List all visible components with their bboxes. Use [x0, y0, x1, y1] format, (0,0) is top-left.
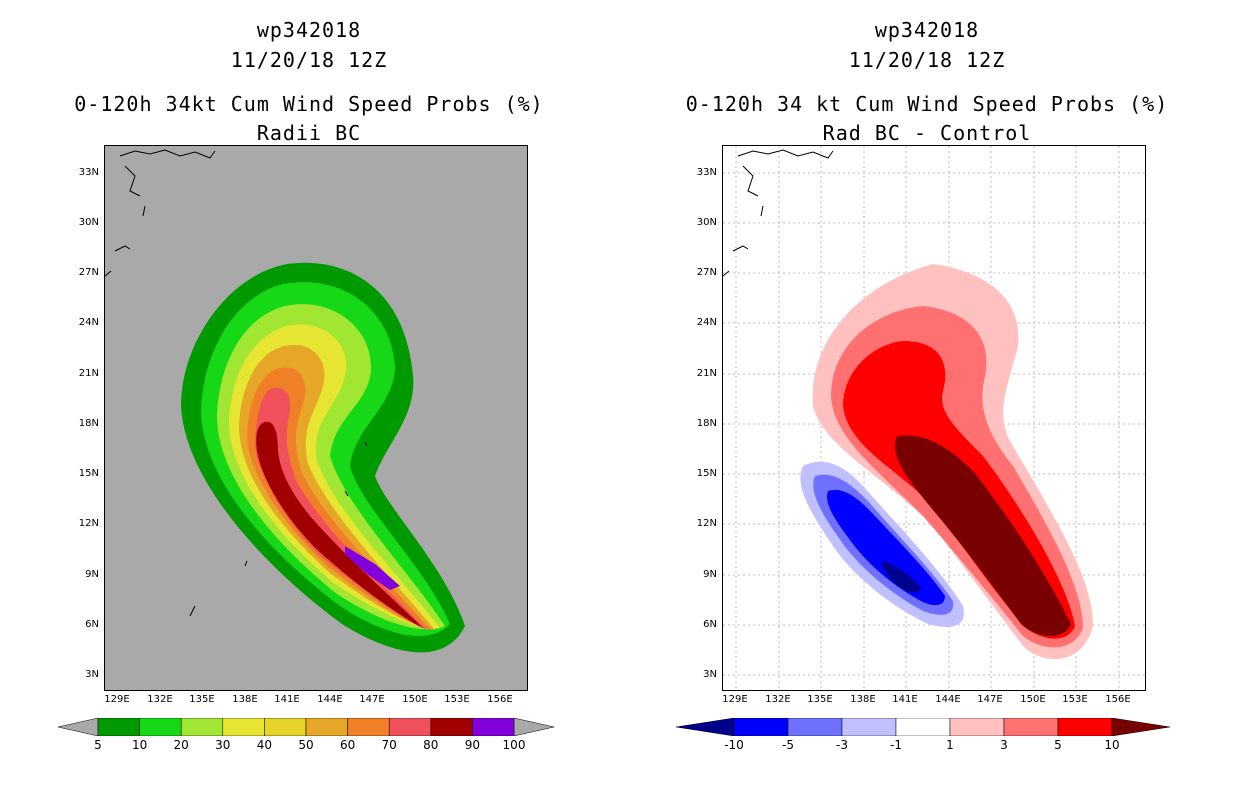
colorbar-label: 100 — [502, 738, 526, 752]
lat-label: 15N — [78, 468, 99, 479]
lat-label: 21N — [78, 368, 99, 379]
lon-label: 138E — [850, 694, 876, 705]
lon-label: 150E — [1020, 694, 1046, 705]
colorbar-swatch — [472, 718, 515, 736]
colorbar-swatch — [430, 718, 473, 736]
colorbar-label: -5 — [782, 738, 794, 752]
lat-label: 6N — [703, 619, 717, 630]
lat-label: 18N — [78, 418, 99, 429]
lat-label: 12N — [696, 518, 717, 529]
lon-label: 129E — [722, 694, 748, 705]
lat-label: 3N — [85, 669, 99, 680]
lat-label: 21N — [696, 368, 717, 379]
left-panel: wp342018 11/20/18 12Z 0-120h 34kt Cum Wi… — [58, 18, 554, 752]
lon-label: 147E — [359, 694, 385, 705]
lat-label: 33N — [696, 167, 717, 178]
colorbar-label: 1 — [946, 738, 954, 752]
colorbar-label: 70 — [381, 738, 397, 752]
product-title: 0-120h 34kt Cum Wind Speed Probs (%) — [74, 92, 544, 116]
product-title: 0-120h 34 kt Cum Wind Speed Probs (%) — [685, 92, 1169, 116]
colorbar-swatch — [787, 718, 843, 736]
colorbar-swatch — [1003, 718, 1059, 736]
lon-label: 138E — [232, 694, 258, 705]
lat-label: 18N — [696, 418, 717, 429]
colorbar-label: 30 — [215, 738, 231, 752]
lat-label: 9N — [85, 569, 99, 580]
colorbar-swatch — [305, 718, 348, 736]
colorbar-label: 10 — [1104, 738, 1120, 752]
lon-label: 150E — [402, 694, 428, 705]
lat-label: 3N — [703, 669, 717, 680]
lon-label: 144E — [935, 694, 961, 705]
difference-map — [722, 145, 1146, 691]
probability-contours — [105, 149, 465, 653]
lon-label: 147E — [977, 694, 1003, 705]
subtitle: Rad BC - Control — [822, 121, 1032, 145]
colorbar-label: -3 — [836, 738, 848, 752]
colorbar-label: 80 — [423, 738, 439, 752]
lat-label: 6N — [85, 619, 99, 630]
lat-label: 27N — [78, 267, 99, 278]
colorbar-swatch — [97, 718, 140, 736]
lon-label: 129E — [104, 694, 130, 705]
lat-label: 27N — [696, 267, 717, 278]
lon-label: 141E — [892, 694, 918, 705]
colorbar-right — [676, 718, 1171, 736]
colorbar-label: 20 — [173, 738, 189, 752]
colorbar-swatch — [264, 718, 307, 736]
colorbar-label: 5 — [1054, 738, 1062, 752]
lon-label: 156E — [1105, 694, 1131, 705]
subtitle: Radii BC — [256, 121, 362, 145]
probability-map — [104, 145, 528, 691]
lon-label: 135E — [807, 694, 833, 705]
colorbar-swatch — [139, 718, 182, 736]
colorbar-swatch — [676, 718, 735, 736]
colorbar-swatch — [1057, 718, 1113, 736]
storm-id-title: wp342018 — [256, 18, 362, 42]
lat-label: 12N — [78, 518, 99, 529]
lat-label: 15N — [696, 468, 717, 479]
lat-label: 30N — [696, 217, 717, 228]
storm-id-title: wp342018 — [874, 18, 980, 42]
colorbar-left — [58, 718, 554, 736]
lat-label: 9N — [703, 569, 717, 580]
colorbar-swatch — [222, 718, 265, 736]
date-title: 11/20/18 12Z — [230, 48, 388, 72]
lon-label: 132E — [147, 694, 173, 705]
lon-label: 135E — [189, 694, 215, 705]
colorbar-swatch — [1111, 718, 1171, 736]
difference-contours — [723, 146, 1145, 690]
lon-label: 132E — [765, 694, 791, 705]
colorbar-label: 10 — [131, 738, 148, 752]
colorbar-label: -10 — [724, 738, 744, 752]
lat-label: 24N — [78, 317, 99, 328]
lon-label: 141E — [274, 694, 300, 705]
lon-label: 156E — [487, 694, 513, 705]
colorbar-label: 50 — [298, 738, 314, 752]
lon-label: 153E — [1062, 694, 1088, 705]
colorbar-label: 90 — [464, 738, 481, 752]
lon-label: 153E — [444, 694, 470, 705]
colorbar-label: 60 — [339, 738, 356, 752]
lat-label: 24N — [696, 317, 717, 328]
lat-label: 30N — [78, 217, 99, 228]
colorbar-swatch — [180, 718, 224, 736]
colorbar-label: 40 — [256, 738, 273, 752]
colorbar-label: 3 — [1000, 738, 1008, 752]
colorbar-label: -1 — [890, 738, 902, 752]
colorbar-swatch — [388, 718, 432, 736]
lat-label: 33N — [78, 167, 99, 178]
colorbar-swatch — [949, 718, 1005, 736]
colorbar-swatch — [347, 718, 390, 736]
colorbar-label: 5 — [94, 738, 102, 752]
colorbar-swatch — [733, 718, 789, 736]
date-title: 11/20/18 12Z — [848, 48, 1006, 72]
colorbar-swatch — [841, 718, 897, 736]
lon-label: 144E — [317, 694, 343, 705]
colorbar-swatch — [895, 718, 951, 736]
right-panel: wp342018 11/20/18 12Z 0-120h 34 kt Cum W… — [618, 0, 1236, 800]
